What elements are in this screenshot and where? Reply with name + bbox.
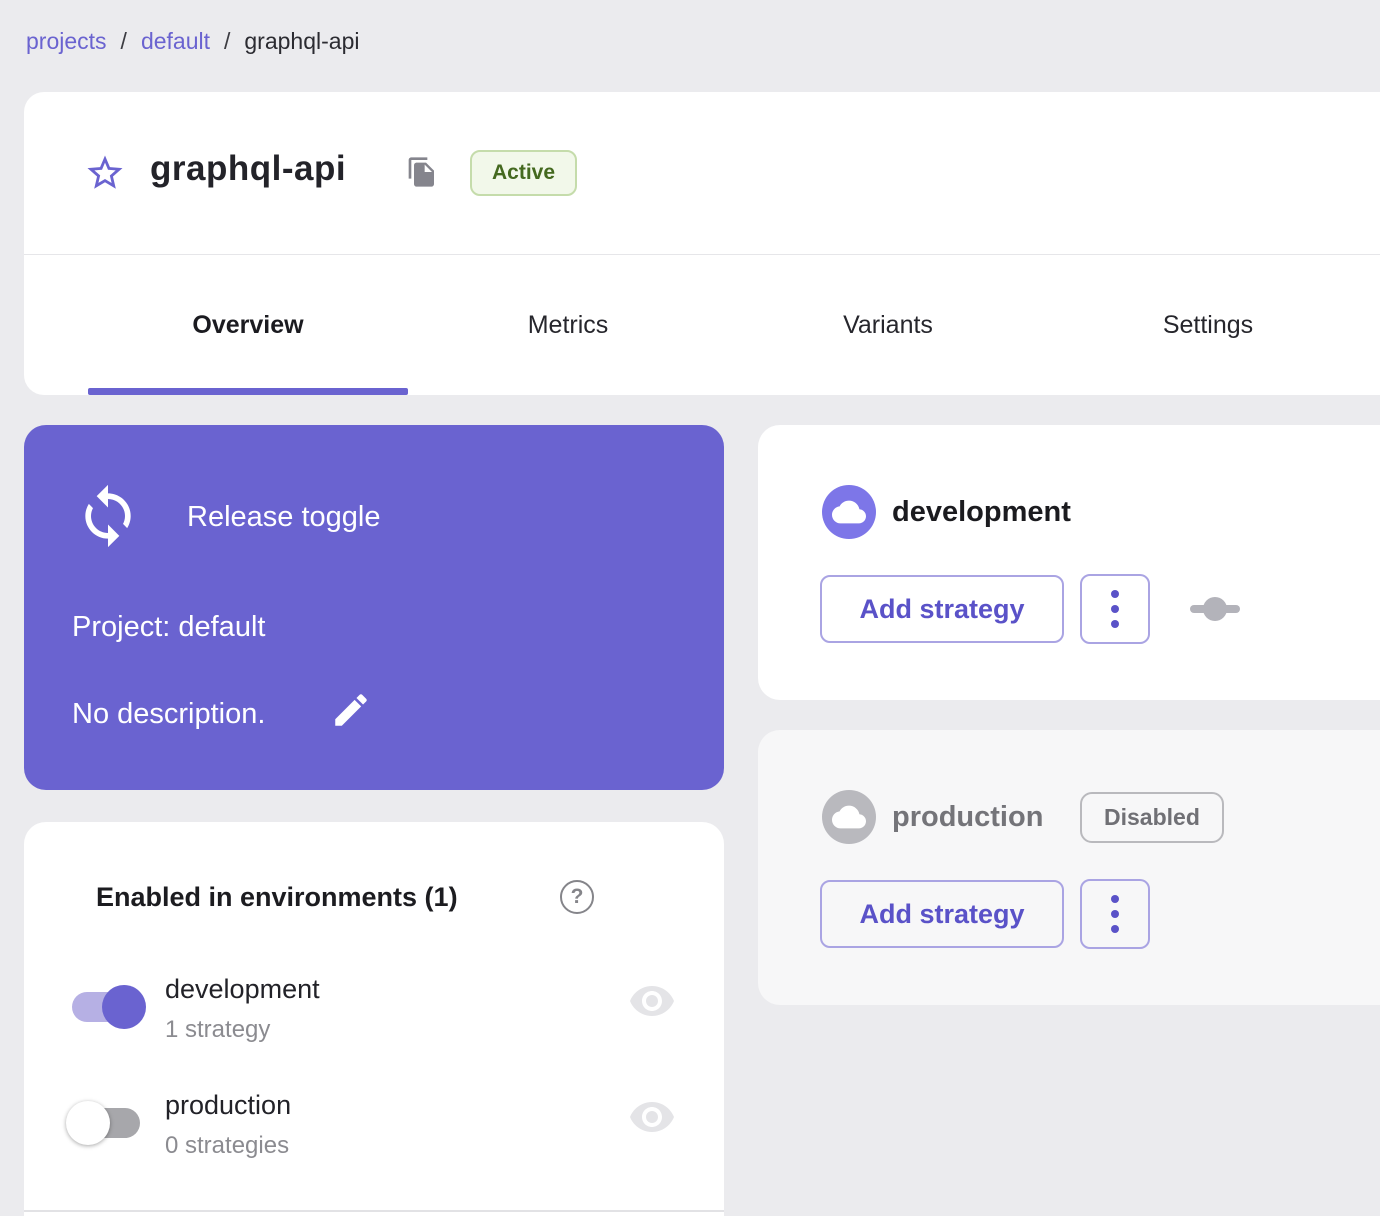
environment-toggle-production[interactable]: [66, 1101, 140, 1145]
description-label: No description.: [72, 698, 266, 730]
environment-name: production: [892, 801, 1044, 833]
cloud-icon: [822, 790, 876, 844]
environment-more-menu-button[interactable]: [1080, 879, 1150, 949]
add-strategy-button[interactable]: Add strategy: [820, 575, 1064, 643]
feature-title: graphql-api: [150, 149, 347, 188]
tab-metrics[interactable]: Metrics: [408, 255, 728, 395]
kebab-dot: [1111, 925, 1119, 933]
environment-card-production: production Disabled Add strategy: [758, 730, 1380, 1005]
help-icon[interactable]: ?: [560, 880, 594, 914]
environment-name: development: [892, 496, 1071, 528]
tab-overview-label: Overview: [192, 310, 304, 339]
environment-strategy-count: 0 strategies: [165, 1132, 290, 1159]
breadcrumb-separator: /: [120, 28, 127, 54]
environment-row-name: production: [165, 1090, 292, 1120]
enabled-environments-title: Enabled in environments (1): [96, 882, 458, 912]
cloud-icon: [822, 485, 876, 539]
environment-row-production: production 0 strategies: [24, 1088, 724, 1178]
kebab-dot: [1111, 620, 1119, 628]
tab-metrics-label: Metrics: [527, 310, 609, 339]
loop-icon: [85, 484, 131, 548]
add-strategy-button[interactable]: Add strategy: [820, 880, 1064, 948]
breadcrumb-default[interactable]: default: [140, 28, 210, 54]
kebab-dot: [1111, 590, 1119, 598]
breadcrumb-projects[interactable]: projects: [26, 28, 107, 54]
edit-pencil-icon[interactable]: [330, 689, 372, 731]
tab-variants-label: Variants: [843, 310, 933, 339]
visibility-eye-icon[interactable]: [628, 1093, 676, 1141]
feature-tabs: Overview Metrics Variants Settings: [88, 255, 1368, 395]
feature-header-card: graphql-api Active Overview Metrics Vari…: [24, 92, 1380, 395]
tab-settings-label: Settings: [1162, 310, 1254, 339]
feature-header-row: graphql-api Active: [24, 92, 1380, 254]
active-tab-indicator: [88, 388, 408, 395]
copy-name-icon[interactable]: [406, 156, 438, 188]
environment-toggle-development[interactable]: [72, 985, 146, 1029]
kebab-dot: [1111, 910, 1119, 918]
breadcrumb: projects / default / graphql-api: [26, 28, 359, 55]
favorite-star-icon[interactable]: [84, 152, 126, 194]
tab-variants[interactable]: Variants: [728, 255, 1048, 395]
enabled-environments-panel: Enabled in environments (1) ? developmen…: [24, 822, 724, 1216]
environment-disabled-badge: Disabled: [1080, 792, 1224, 843]
breadcrumb-current: graphql-api: [244, 28, 360, 54]
panel-divider: [24, 1210, 724, 1212]
toggle-type-card: Release toggle Project: default No descr…: [24, 425, 724, 790]
environment-row-development: development 1 strategy: [24, 972, 724, 1062]
status-badge: Active: [470, 150, 578, 196]
visibility-eye-icon[interactable]: [628, 977, 676, 1025]
environment-row-name: development: [165, 974, 320, 1004]
environment-more-menu-button[interactable]: [1080, 574, 1150, 644]
environment-strategy-count: 1 strategy: [165, 1016, 271, 1043]
header-divider: [24, 254, 1380, 255]
toggle-thumb: [66, 1101, 110, 1145]
toggle-thumb: [102, 985, 146, 1029]
strategy-commit-icon: [1190, 597, 1240, 621]
environment-card-development: development Add strategy: [758, 425, 1380, 700]
kebab-dot: [1111, 895, 1119, 903]
tab-settings[interactable]: Settings: [1048, 255, 1368, 395]
kebab-dot: [1111, 605, 1119, 613]
toggle-type-label: Release toggle: [187, 501, 381, 533]
project-label: Project: default: [72, 611, 266, 643]
tab-overview[interactable]: Overview: [88, 255, 408, 395]
breadcrumb-separator: /: [224, 28, 231, 54]
